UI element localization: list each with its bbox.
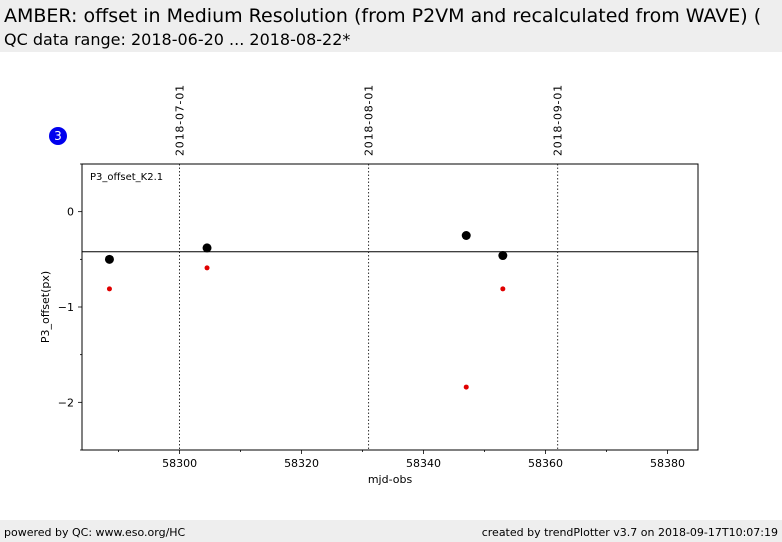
footer: powered by QC: www.eso.org/HC created by… xyxy=(0,520,782,542)
footer-creator: created by trendPlotter v3.7 on 2018-09-… xyxy=(481,526,778,539)
panel-label: P3_offset_K2.1 xyxy=(90,172,163,183)
x-tick-label: 58360 xyxy=(528,457,563,470)
x-tick-label: 58380 xyxy=(650,457,685,470)
data-point xyxy=(204,265,210,271)
plot-area: 2018-07-01 2018-08-01 2018-09-01 58300 58320… xyxy=(39,84,699,486)
data-point xyxy=(500,286,506,292)
y-tick-label: −1 xyxy=(58,301,74,314)
data-point xyxy=(202,243,212,253)
badge-label: 3 xyxy=(54,129,62,143)
badge-circle xyxy=(49,127,67,145)
x-tick-label: 58300 xyxy=(162,457,197,470)
data-point xyxy=(104,254,114,264)
date-marker-label: 2018-07-01 xyxy=(174,84,187,156)
data-point xyxy=(498,251,508,261)
badge: 3 xyxy=(49,127,67,145)
data-point xyxy=(106,286,112,292)
y-tick-label: −2 xyxy=(58,396,74,409)
page-subtitle: QC data range: 2018-06-20 ... 2018-08-22… xyxy=(4,30,351,49)
plot-frame xyxy=(81,163,699,451)
x-tick-label: 58340 xyxy=(406,457,441,470)
date-marker-label: 2018-08-01 xyxy=(363,84,376,156)
date-marker-label: 2018-09-01 xyxy=(552,84,565,156)
header: AMBER: offset in Medium Resolution (from… xyxy=(0,0,782,52)
x-tick-label: 58320 xyxy=(284,457,319,470)
footer-credit: powered by QC: www.eso.org/HC xyxy=(4,526,186,539)
data-point xyxy=(461,231,471,240)
y-axis-label: P3_offset(px) xyxy=(39,271,52,343)
data-point xyxy=(463,384,469,390)
x-axis-label: mjd-obs xyxy=(368,473,413,486)
y-tick-label: 0 xyxy=(67,206,74,219)
page-title: AMBER: offset in Medium Resolution (from… xyxy=(4,5,762,27)
